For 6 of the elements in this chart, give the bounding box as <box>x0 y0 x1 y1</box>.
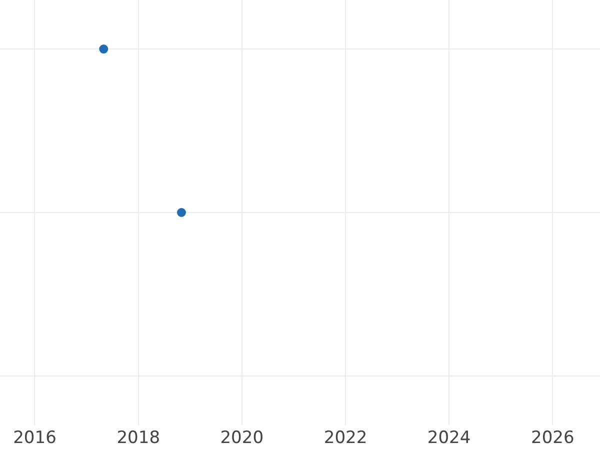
x-tick-label: 2022 <box>324 428 368 448</box>
x-tick-label: 2018 <box>116 428 160 448</box>
x-tick-label: 2016 <box>13 428 56 448</box>
x-tick-label: 2026 <box>531 428 574 448</box>
x-tick-label: 2020 <box>220 428 264 448</box>
x-tick-label: 2024 <box>427 428 471 448</box>
